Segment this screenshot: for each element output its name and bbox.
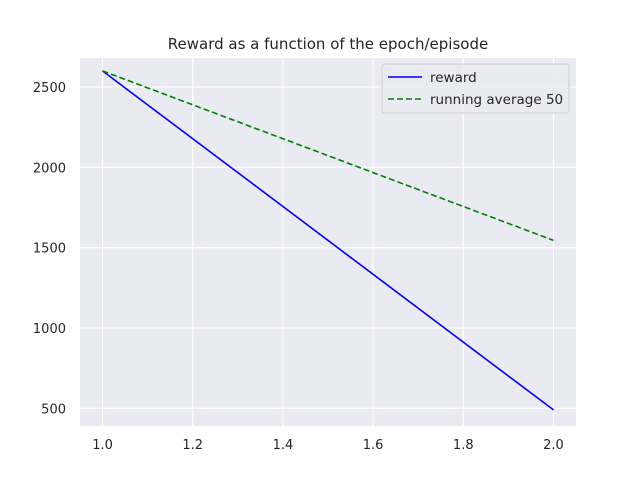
legend-label-running-average: running average 50 <box>430 92 563 108</box>
legend-box <box>381 63 570 114</box>
legend-label-reward: reward <box>430 70 477 86</box>
x-tick-label: 1.6 <box>363 438 384 453</box>
y-tick-label: 500 <box>41 402 66 417</box>
x-tick-label: 1.0 <box>92 438 113 453</box>
series-lines <box>102 70 554 411</box>
legend: reward running average 50 <box>381 63 570 114</box>
series-line-reward <box>102 70 554 411</box>
x-tick-label: 1.2 <box>182 438 203 453</box>
x-tick-label: 2.0 <box>543 438 564 453</box>
y-tick-label: 2000 <box>33 161 66 176</box>
x-tick-label: 1.8 <box>453 438 474 453</box>
chart-title: Reward as a function of the epoch/episod… <box>168 35 488 53</box>
y-tick-label: 1000 <box>33 322 66 337</box>
tick-labels: 1.0 1.2 1.4 1.6 1.8 2.0 500 1000 1500 2000 2500 <box>33 81 564 453</box>
y-tick-label: 1500 <box>33 242 66 257</box>
series-line-running-average-50 <box>102 70 554 242</box>
x-tick-label: 1.4 <box>273 438 294 453</box>
y-tick-label: 2500 <box>33 81 66 96</box>
